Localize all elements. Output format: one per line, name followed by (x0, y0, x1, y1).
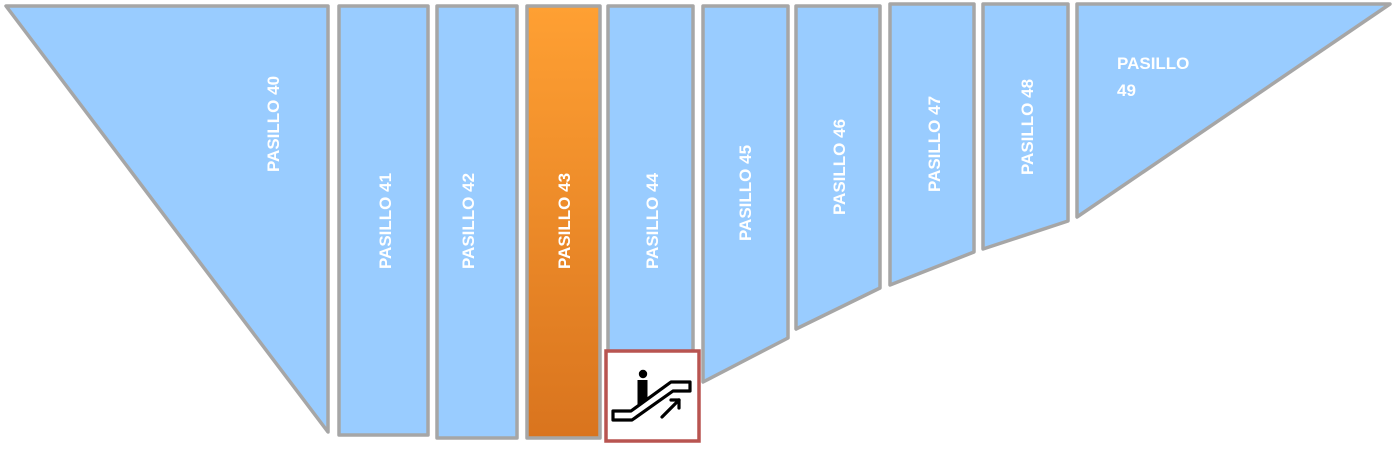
aisle-49-label-line1: PASILLO (1117, 54, 1189, 73)
aisle-48[interactable]: PASILLO 48 (981, 2, 1070, 251)
aisle-41[interactable]: PASILLO 41 (337, 4, 430, 437)
aisle-49-label-line2: 49 (1117, 81, 1136, 100)
aisle-43[interactable]: PASILLO 43 (525, 4, 602, 440)
aisle-49[interactable]: PASILLO 49 (1075, 2, 1392, 219)
aisle-44-label: PASILLO 44 (643, 172, 662, 269)
aisle-45[interactable]: PASILLO 45 (701, 4, 790, 384)
aisle-41-label: PASILLO 41 (376, 173, 395, 269)
aisle-42[interactable]: PASILLO 42 (435, 4, 519, 440)
aisle-42-label: PASILLO 42 (459, 173, 478, 269)
escalator-arrow-head (669, 398, 681, 410)
escalator-person-head (638, 369, 648, 379)
aisle-48-label: PASILLO 48 (1018, 79, 1037, 175)
escalator-outline (611, 380, 692, 422)
escalator-up-icon[interactable] (604, 349, 701, 443)
aisle-44[interactable]: PASILLO 44 (606, 4, 695, 392)
aisle-46[interactable]: PASILLO 46 (794, 4, 882, 331)
aisle-45-label: PASILLO 45 (736, 145, 755, 241)
aisle-47-label: PASILLO 47 (925, 96, 944, 192)
aisle-46-label: PASILLO 46 (830, 119, 849, 215)
aisle-43-label: PASILLO 43 (555, 173, 574, 269)
aisle-47[interactable]: PASILLO 47 (888, 2, 976, 287)
aisle-40-label: PASILLO 40 (264, 76, 283, 172)
aisle-40[interactable]: PASILLO 40 (4, 4, 330, 434)
escalator-arrow-shaft (660, 398, 681, 419)
